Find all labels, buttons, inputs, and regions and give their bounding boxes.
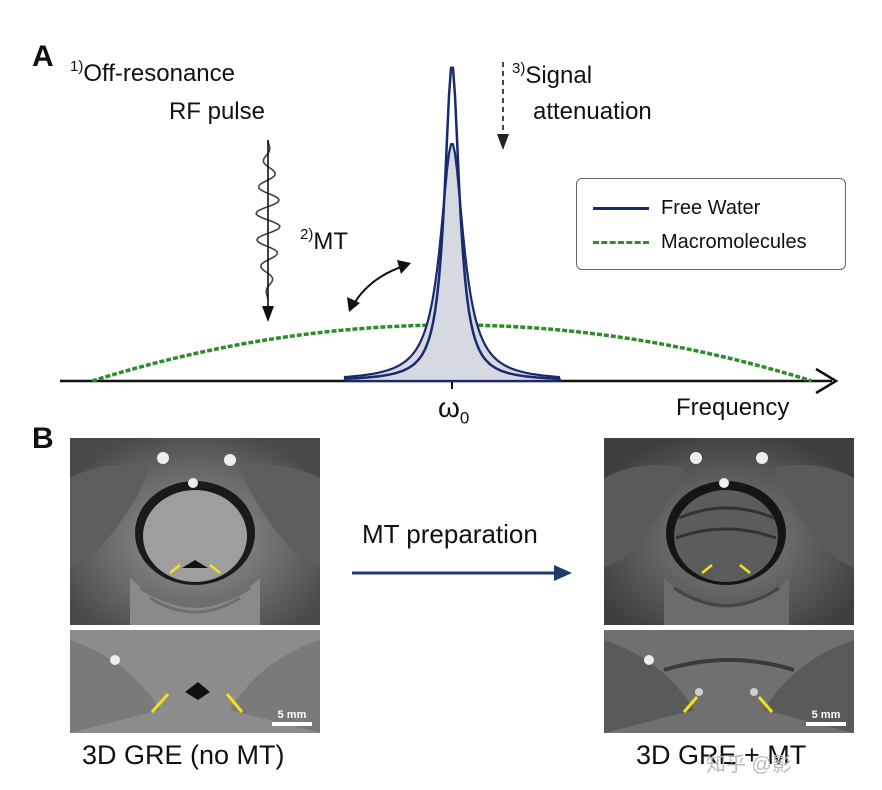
step2-label: 2)MT bbox=[300, 226, 348, 255]
legend: Free Water Macromolecules bbox=[576, 178, 846, 270]
step1-number: 1) bbox=[70, 58, 84, 75]
omega-symbol: ω bbox=[438, 392, 460, 423]
legend-label-free-water: Free Water bbox=[661, 196, 761, 219]
legend-label-macromolecules: Macromolecules bbox=[661, 230, 807, 253]
step2-number: 2) bbox=[300, 226, 314, 243]
step1-label-line1: 1)Off-resonance bbox=[70, 58, 235, 87]
mri-mt-axial-image bbox=[604, 438, 854, 625]
omega-subscript: 0 bbox=[459, 408, 470, 428]
spectrum-diagram bbox=[60, 62, 839, 395]
scale-bar-right-label: 5 mm bbox=[811, 709, 841, 721]
step3-text: Signal bbox=[525, 62, 593, 89]
scale-bar-right-line bbox=[806, 722, 846, 726]
mri-mt-zoom: 5 mm bbox=[604, 630, 854, 733]
step3-number: 3) bbox=[512, 60, 526, 77]
mri-no-mt-zoom-image bbox=[70, 630, 320, 733]
panel-b-letter: B bbox=[32, 422, 54, 455]
frequency-axis-label: Frequency bbox=[676, 394, 790, 421]
frequency-axis-arrowhead bbox=[815, 367, 839, 395]
step3-label-line2: attenuation bbox=[533, 98, 652, 125]
attenuation-arrowhead bbox=[497, 134, 509, 150]
omega-label: ω0 bbox=[438, 392, 469, 429]
step3-label-line1: 3)Signal bbox=[512, 60, 593, 89]
mt-preparation-arrow bbox=[352, 565, 572, 581]
scale-bar-right: 5 mm bbox=[806, 709, 846, 726]
step1-label-line2: RF pulse bbox=[168, 98, 265, 125]
free-water-attenuated-peak bbox=[343, 143, 562, 383]
free-water-peak bbox=[344, 66, 560, 381]
legend-item-free-water: Free Water bbox=[593, 193, 760, 223]
scale-bar-left-line bbox=[272, 722, 312, 726]
mt-arrowhead-left bbox=[347, 297, 360, 312]
scale-bar-left-label: 5 mm bbox=[277, 709, 307, 721]
scale-bar-left: 5 mm bbox=[272, 709, 312, 726]
legend-swatch-free-water bbox=[593, 206, 649, 210]
step2-text: MT bbox=[313, 228, 348, 255]
legend-item-macromolecules: Macromolecules bbox=[593, 227, 807, 257]
mt-exchange-arc bbox=[351, 265, 405, 308]
step1-text: Off-resonance bbox=[83, 60, 235, 87]
caption-with-mt: 3D GRE + MT bbox=[636, 740, 807, 770]
mri-mt-axial bbox=[604, 438, 854, 625]
mt-arrowhead-right bbox=[397, 260, 411, 274]
panel-a-letter: A bbox=[32, 40, 54, 73]
mt-preparation-label: MT preparation bbox=[362, 519, 538, 549]
mri-no-mt-axial bbox=[70, 438, 320, 625]
watermark: 知乎 @影 bbox=[706, 754, 792, 776]
caption-no-mt: 3D GRE (no MT) bbox=[82, 740, 285, 770]
legend-swatch-macromolecules bbox=[593, 240, 649, 244]
mri-no-mt-axial-image bbox=[70, 438, 320, 625]
mri-no-mt-zoom: 5 mm bbox=[70, 630, 320, 733]
rf-pulse-arrowhead bbox=[262, 306, 274, 322]
mri-mt-zoom-image bbox=[604, 630, 854, 733]
